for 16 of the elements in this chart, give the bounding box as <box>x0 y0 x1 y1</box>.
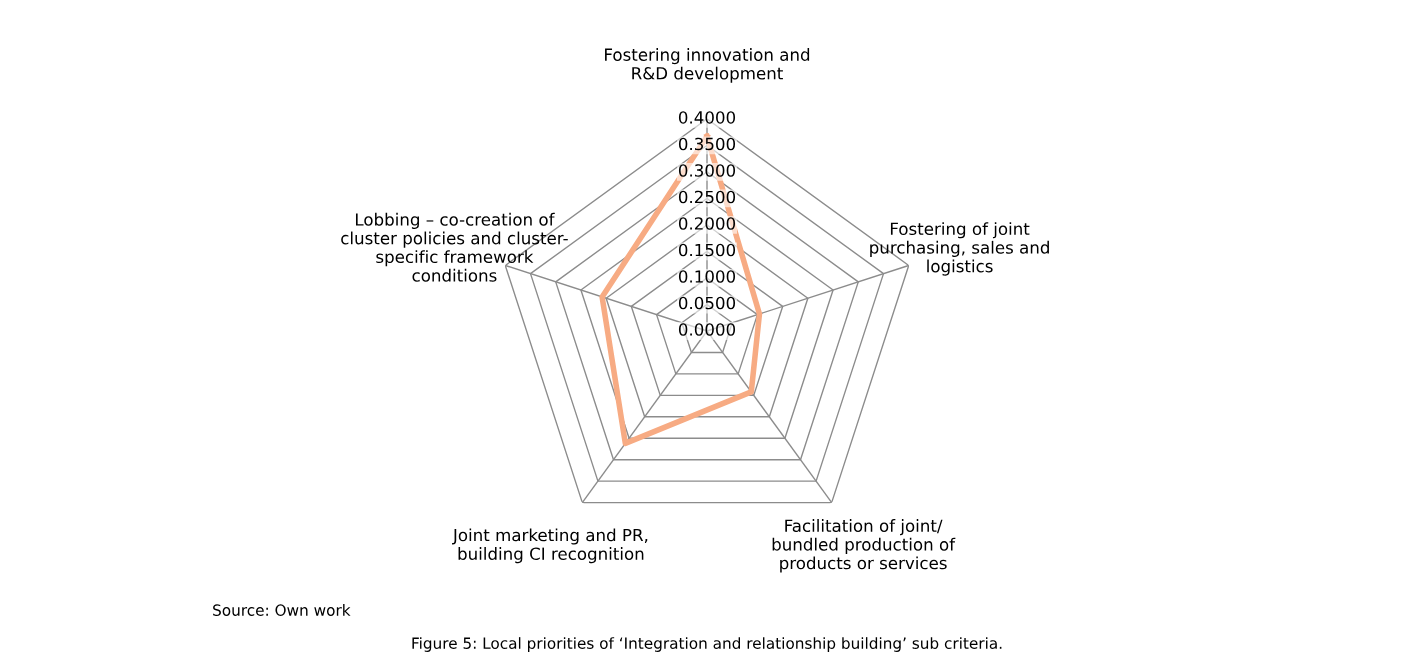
spoke-label: Fostering innovation and R&D development <box>605 48 810 83</box>
y-tick-label: 0.1000 <box>678 270 736 283</box>
y-tick-label: 0.0500 <box>678 296 736 310</box>
source-note: Source: Own work <box>213 604 351 616</box>
spoke-label: Fostering of joint purchasing, sales and logistics <box>870 222 1049 276</box>
y-tick-label: 0.2500 <box>678 190 736 204</box>
y-tick-label: 0.4000 <box>678 111 736 124</box>
spoke-label: Lobbing – co-creation of cluster policies and cluster- specific framework conditions <box>341 212 568 282</box>
y-tick-label: 0.1500 <box>678 243 736 257</box>
y-tick-label: 0.2000 <box>678 217 736 230</box>
spoke-label: Joint marketing and PR, building CI recognition <box>452 528 648 564</box>
caption: Figure 5: Local priorities of ‘Integration and relationship building’ sub criteria. <box>412 637 1002 652</box>
spoke-label: Facilitation of joint/ bundled production of products or services <box>772 519 956 573</box>
y-tick-label: 0.0000 <box>678 323 736 336</box>
y-tick-label: 0.3000 <box>678 164 736 177</box>
y-tick-label: 0.3500 <box>678 137 736 151</box>
